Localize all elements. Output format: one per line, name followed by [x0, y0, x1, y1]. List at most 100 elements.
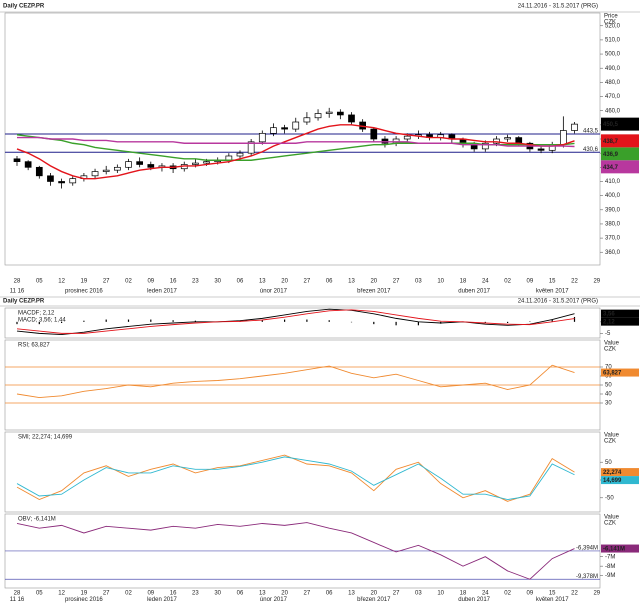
y-tick-label: 460,0: [605, 108, 621, 114]
x-tick-label: 09: [527, 279, 534, 285]
last-value-box: [601, 468, 639, 477]
bar: [261, 320, 263, 322]
candle-body: [370, 128, 378, 140]
last-value-label: 2,12: [603, 320, 615, 326]
x-tick-label: 27: [393, 591, 400, 597]
candle-body: [381, 138, 389, 144]
x-tick-label: 27: [103, 279, 110, 285]
last-value-box: [601, 147, 639, 161]
x-tick-label: 06: [326, 591, 333, 597]
last-value-box: [601, 117, 639, 131]
reference-label: -6,394M: [576, 546, 598, 552]
candle-body: [247, 141, 255, 154]
last-value-label: 63,827: [603, 371, 622, 377]
x-period-label: leden 2017: [147, 289, 177, 295]
x-tick-label: 22: [571, 591, 578, 597]
x-tick-label: 27: [393, 279, 400, 285]
y-tick-label: -8M: [605, 564, 615, 570]
reference-label: 443,5: [583, 129, 599, 135]
x-tick-label: 20: [281, 279, 288, 285]
x-tick-label: 24: [482, 591, 489, 597]
panel-frame: [4, 431, 601, 513]
candle-body: [537, 148, 545, 151]
bar: [105, 319, 107, 322]
y-tick-label: 510,0: [605, 37, 621, 43]
series-line: [17, 136, 575, 148]
bar: [127, 319, 130, 322]
x-period-label: březen 2017: [357, 597, 391, 603]
y-axis-label: Value: [604, 515, 620, 521]
legend-entry: OBV; -6,141M: [18, 517, 56, 523]
candle-body: [270, 127, 277, 134]
bar: [61, 321, 63, 323]
candle-body: [292, 121, 300, 130]
x-tick-label: 03: [415, 591, 422, 597]
x-tick-label: 05: [36, 279, 43, 285]
candle-body: [47, 175, 54, 182]
last-value-label: 22,274: [603, 470, 622, 476]
series-line: [16, 308, 575, 335]
candle-body: [58, 181, 65, 184]
y-tick-label: 380,0: [605, 222, 621, 228]
last-value-box: [601, 309, 639, 318]
x-tick-label: 06: [237, 591, 244, 597]
candle-body: [236, 152, 244, 157]
x-tick-label: 19: [81, 591, 88, 597]
candle-body: [258, 132, 266, 143]
x-tick-label: 18: [460, 591, 467, 597]
y-tick-label: 390,0: [605, 207, 621, 213]
candle-body: [337, 111, 344, 116]
y-axis-label: Value: [604, 433, 620, 439]
x-tick-label: 02: [504, 591, 511, 597]
x-period-label: duben 2017: [458, 289, 490, 295]
x-tick-label: 23: [192, 591, 199, 597]
candle-body: [136, 161, 143, 165]
bar: [373, 321, 375, 325]
x-period-label: květen 2017: [536, 289, 569, 295]
x-period-label: únor 2017: [260, 289, 288, 295]
candle-body: [69, 178, 77, 184]
candle-body: [13, 158, 21, 163]
candle-body: [403, 135, 411, 140]
series-line: [16, 309, 575, 334]
reference-label: 430,6: [583, 147, 599, 153]
x-tick-label: 02: [125, 591, 132, 597]
candle-body: [147, 164, 155, 168]
bar: [172, 320, 174, 322]
x-tick-label: 06: [326, 279, 333, 285]
legend-entry: MACDF; 2,12: [18, 311, 55, 317]
candle-body: [571, 123, 578, 131]
y-tick-label: 470,0: [605, 94, 621, 100]
x-tick-label: 16: [170, 591, 177, 597]
y-tick-label: 520,0: [605, 23, 621, 29]
y-tick-label: -7M: [605, 554, 615, 560]
last-value-label: -6,141M: [603, 547, 625, 553]
y-axis-label: CZK: [604, 521, 616, 527]
y-tick-label: 410,0: [605, 179, 621, 185]
candle-body: [192, 162, 199, 165]
last-value-box: [601, 317, 639, 326]
bar: [306, 319, 308, 322]
candle-body: [493, 138, 500, 144]
y-tick-label: 360,0: [605, 250, 621, 256]
x-period-label: leden 2017: [147, 597, 177, 603]
x-tick-label: 09: [527, 591, 534, 597]
candle-body: [91, 171, 99, 177]
chart-title: Daily CEZP.PR: [3, 299, 45, 305]
bar: [16, 321, 18, 325]
bar: [328, 320, 330, 322]
chart-subtitle: 24.11.2016 - 31.5.2017 (PRG): [518, 4, 598, 10]
x-tick-label: 15: [549, 591, 556, 597]
x-tick-label: 12: [58, 591, 65, 597]
series-line: [16, 522, 575, 580]
candle-body: [314, 113, 322, 119]
x-tick-label: 20: [281, 591, 288, 597]
chart-title: Daily CEZP.PR: [3, 4, 45, 10]
x-tick-label: 19: [81, 279, 88, 285]
x-tick-label: 22: [571, 279, 578, 285]
x-tick-label: 02: [504, 279, 511, 285]
y-tick-label: 480,0: [605, 80, 621, 86]
x-tick-label: 09: [147, 591, 154, 597]
